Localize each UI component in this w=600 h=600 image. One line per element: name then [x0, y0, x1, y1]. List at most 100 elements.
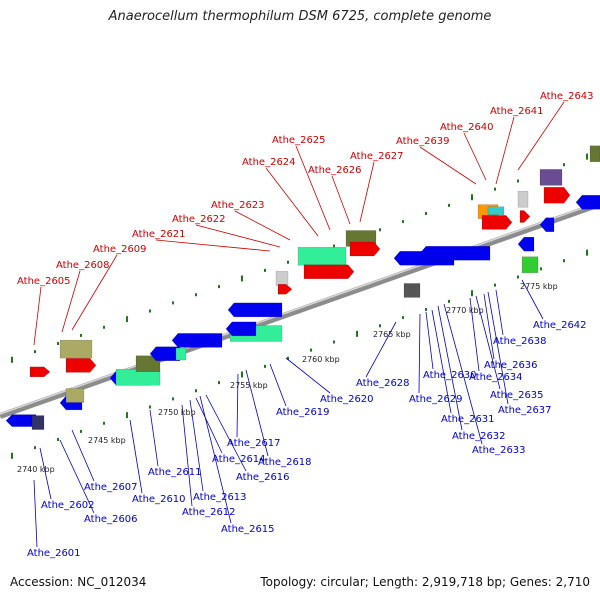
genome-backbone: [0, 201, 600, 419]
top-gene-label-3[interactable]: Athe_2621: [132, 229, 186, 240]
gene-shape-28: [517, 190, 529, 208]
top-gene-label-6[interactable]: Athe_2624: [242, 157, 296, 168]
top-gene-label-9[interactable]: Athe_2627: [350, 151, 404, 162]
bottom-gene-label-20[interactable]: Athe_2633: [472, 445, 526, 456]
kbp-label-0: 2740 kbp: [17, 465, 55, 474]
bottom-gene-label-9[interactable]: Athe_2615: [221, 524, 275, 535]
bottom-gene-label-4[interactable]: Athe_2610: [132, 494, 186, 505]
bottom-gene-label-7[interactable]: Athe_2613: [193, 492, 247, 503]
tick-mark-1-334: [333, 340, 335, 344]
tick-mark-0-288: [287, 260, 289, 264]
tick-mark-1-380: [379, 324, 381, 328]
kbp-label-3: 2755 kbp: [230, 381, 268, 390]
tick-mark-0-403: [402, 220, 404, 224]
top-leader-line-6: [265, 167, 319, 237]
bottom-gene-label-18[interactable]: Athe_2631: [441, 414, 495, 425]
tick-mark-0-518: [517, 179, 519, 183]
gene-shape-32: [521, 256, 539, 274]
kbp-label-7: 2775 kbp: [520, 282, 558, 291]
top-gene-label-2[interactable]: Athe_2609: [93, 244, 147, 255]
gene-shape-15: [225, 321, 257, 337]
bottom-leader-line-23: [483, 293, 495, 360]
bottom-gene-label-1[interactable]: Athe_2602: [41, 500, 95, 511]
gene-shape-26: [487, 206, 505, 216]
bottom-gene-label-14[interactable]: Athe_2620: [320, 394, 374, 405]
bottom-leader-line-14: [285, 357, 331, 394]
bottom-leader-line-25: [495, 289, 504, 336]
kbp-label-1: 2745 kbp: [88, 436, 126, 445]
gene-shape-11: [175, 347, 187, 361]
bottom-leader-line-26: [521, 279, 544, 320]
bottom-leader-line-12: [245, 369, 269, 457]
top-gene-label-8[interactable]: Athe_2626: [308, 165, 362, 176]
tick-mark-1-219: [218, 381, 220, 385]
top-gene-label-7[interactable]: Athe_2625: [272, 135, 326, 146]
top-gene-label-5[interactable]: Athe_2623: [211, 200, 265, 211]
gene-shape-19: [303, 264, 355, 280]
leader-line-group: [33, 101, 565, 548]
bottom-gene-label-10[interactable]: Athe_2616: [236, 472, 290, 483]
top-gene-label-0[interactable]: Athe_2605: [17, 276, 71, 287]
bottom-gene-label-8[interactable]: Athe_2614: [212, 454, 266, 465]
gene-shape-33: [539, 169, 563, 186]
gene-shape-1: [31, 415, 45, 430]
bottom-gene-label-17[interactable]: Athe_2630: [423, 370, 477, 381]
bottom-gene-label-21[interactable]: Athe_2634: [469, 372, 523, 383]
bottom-leader-line-0: [33, 479, 38, 548]
gene-shape-30: [517, 236, 535, 252]
tick-mark-1-196: [195, 389, 197, 393]
gene-shape-4: [29, 366, 51, 378]
top-leader-line-2: [71, 254, 118, 331]
tick-mark-0-219: [218, 285, 220, 289]
gene-shape-0: [5, 414, 37, 427]
top-leader-line-7: [295, 145, 331, 231]
tick-mark-0-265: [264, 268, 266, 272]
gene-shape-3: [65, 388, 85, 403]
bottom-gene-label-24[interactable]: Athe_2637: [498, 405, 552, 416]
bottom-gene-label-15[interactable]: Athe_2628: [356, 378, 410, 389]
tick-mark-1-541: [540, 267, 542, 271]
bottom-gene-label-12[interactable]: Athe_2618: [258, 457, 312, 468]
top-gene-label-12[interactable]: Athe_2641: [490, 106, 544, 117]
top-gene-label-11[interactable]: Athe_2640: [440, 122, 494, 133]
top-leader-line-1: [61, 270, 81, 333]
tick-mark-1-311: [310, 348, 312, 352]
tick-mark-0-495: [494, 187, 496, 191]
genome-backbone-highlight: [0, 201, 600, 415]
top-leader-line-11: [463, 132, 487, 181]
bottom-gene-label-22[interactable]: Athe_2635: [490, 390, 544, 401]
gene-shape-24: [419, 245, 491, 261]
tick-mark-1-35: [34, 446, 36, 450]
top-gene-label-1[interactable]: Athe_2608: [56, 260, 110, 271]
bottom-gene-label-11[interactable]: Athe_2617: [227, 438, 281, 449]
tick-mark-1-265: [264, 364, 266, 368]
tick-mark-0-12: [11, 356, 13, 363]
bottom-gene-label-5[interactable]: Athe_2611: [148, 467, 202, 478]
tick-mark-1-127: [126, 412, 128, 419]
gene-shape-6: [65, 358, 97, 373]
tick-mark-1-357: [356, 330, 358, 337]
tick-mark-1-12: [11, 452, 13, 459]
top-gene-label-13[interactable]: Athe_2643: [540, 91, 594, 102]
tick-mark-0-587: [586, 153, 588, 160]
tick-mark-0-58: [57, 342, 59, 346]
bottom-gene-label-2[interactable]: Athe_2606: [84, 514, 138, 525]
bottom-gene-label-0[interactable]: Athe_2601: [27, 548, 81, 559]
bottom-gene-label-3[interactable]: Athe_2607: [84, 482, 138, 493]
bottom-leader-line-4: [129, 419, 143, 494]
bottom-gene-label-23[interactable]: Athe_2636: [484, 360, 538, 371]
bottom-gene-label-19[interactable]: Athe_2632: [452, 431, 506, 442]
bottom-gene-label-6[interactable]: Athe_2612: [182, 507, 236, 518]
top-gene-label-4[interactable]: Athe_2622: [172, 214, 226, 225]
top-leader-line-10: [419, 146, 477, 185]
bottom-gene-label-16[interactable]: Athe_2629: [409, 394, 463, 405]
top-gene-label-10[interactable]: Athe_2639: [396, 136, 450, 147]
tick-mark-1-81: [80, 429, 82, 433]
top-leader-line-8: [331, 175, 351, 225]
kbp-label-5: 2765 kbp: [373, 330, 411, 339]
tick-mark-0-564: [563, 163, 565, 167]
tick-mark-0-173: [172, 301, 174, 305]
bottom-gene-label-26[interactable]: Athe_2642: [533, 320, 587, 331]
bottom-gene-label-13[interactable]: Athe_2619: [276, 407, 330, 418]
bottom-gene-label-25[interactable]: Athe_2638: [493, 336, 547, 347]
